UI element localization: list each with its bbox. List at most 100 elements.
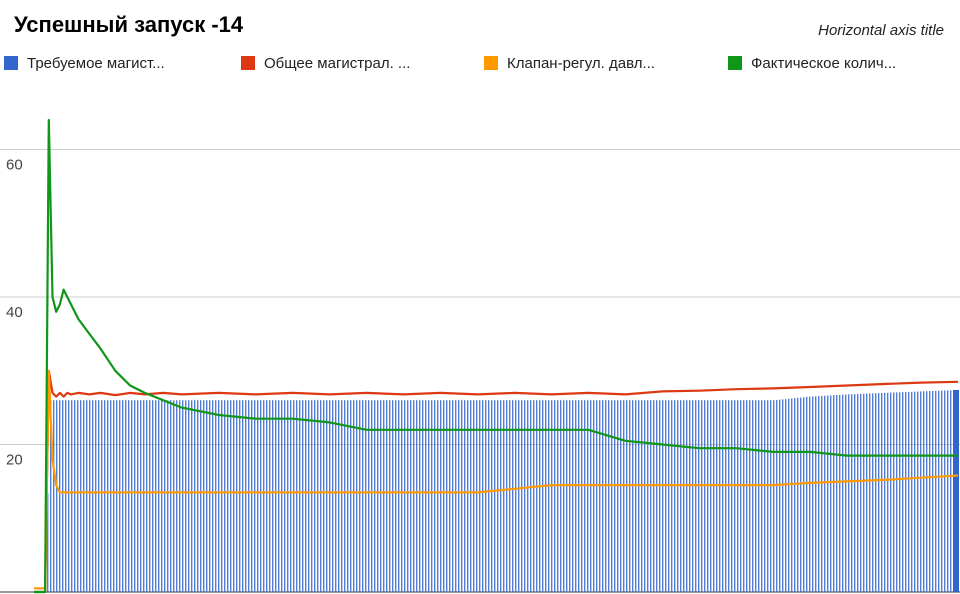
bar-series0-74 bbox=[269, 400, 271, 592]
bar-series0-35 bbox=[152, 400, 154, 592]
bar-series0-82 bbox=[293, 400, 295, 592]
bar-series0-293 bbox=[926, 391, 928, 592]
bar-series0-150 bbox=[497, 400, 499, 592]
bar-series0-230 bbox=[737, 400, 739, 592]
bar-series0-133 bbox=[446, 400, 448, 592]
bar-series0-45 bbox=[182, 400, 184, 592]
bar-series0-178 bbox=[581, 400, 583, 592]
legend-item-0[interactable]: Требуемое магист... bbox=[4, 52, 165, 74]
bar-series0-200 bbox=[647, 400, 649, 592]
bar-series0-110 bbox=[377, 400, 379, 592]
bar-series0-284 bbox=[899, 392, 901, 592]
bar-series0-290 bbox=[917, 391, 919, 592]
bar-series0-179 bbox=[584, 400, 586, 592]
bar-series0-123 bbox=[416, 400, 418, 592]
bar-series0-117 bbox=[398, 400, 400, 592]
bar-series0-9 bbox=[74, 400, 76, 592]
bar-series0-12 bbox=[83, 400, 85, 592]
bar-series0-84 bbox=[299, 400, 301, 592]
bar-series0-136 bbox=[455, 400, 457, 592]
bar-series0-41 bbox=[170, 400, 172, 592]
bar-series0-58 bbox=[221, 400, 223, 592]
bar-series0-265 bbox=[842, 394, 844, 592]
bar-series0-3 bbox=[56, 400, 58, 592]
bar-series0-134 bbox=[449, 400, 451, 592]
bar-series0-132 bbox=[443, 400, 445, 592]
bar-series0-160 bbox=[527, 400, 529, 592]
bar-series0-261 bbox=[830, 395, 832, 592]
series-bars bbox=[47, 389, 959, 592]
bar-series0-140 bbox=[467, 400, 469, 592]
bar-series0-269 bbox=[854, 394, 856, 592]
bar-series0-145 bbox=[482, 400, 484, 592]
legend-item-2[interactable]: Клапан-регул. давл... bbox=[484, 52, 655, 74]
bar-series0-190 bbox=[617, 400, 619, 592]
bar-series0-80 bbox=[287, 400, 289, 592]
bar-series0-251 bbox=[800, 397, 802, 592]
bar-series0-243 bbox=[776, 399, 778, 592]
bar-series0-89 bbox=[314, 400, 316, 592]
bar-series0-175 bbox=[572, 400, 574, 592]
bar-series0-286 bbox=[905, 392, 907, 592]
bar-series0-208 bbox=[671, 400, 673, 592]
bar-series0-13 bbox=[86, 400, 88, 592]
bar-series0-72 bbox=[263, 400, 265, 592]
bar-series0-164 bbox=[539, 400, 541, 592]
bar-series0-1 bbox=[50, 400, 52, 592]
legend-item-1[interactable]: Общее магистрал. ... bbox=[241, 52, 410, 74]
bar-series0-177 bbox=[578, 400, 580, 592]
bar-series0-241 bbox=[770, 400, 772, 592]
legend: Требуемое магист... Общее магистрал. ...… bbox=[0, 52, 960, 74]
bar-series0-42 bbox=[173, 400, 175, 592]
bar-series0-258 bbox=[821, 395, 823, 592]
bar-series0-240 bbox=[767, 400, 769, 592]
bar-series0-287 bbox=[908, 391, 910, 592]
bar-series0-26 bbox=[125, 400, 127, 592]
bar-series0-278 bbox=[881, 392, 883, 592]
bar-series0-204 bbox=[659, 400, 661, 592]
bar-series0-52 bbox=[203, 400, 205, 592]
bar-series0-51 bbox=[200, 400, 202, 592]
bar-series0-166 bbox=[545, 400, 547, 592]
bar-series0-29 bbox=[134, 400, 136, 592]
bar-series0-238 bbox=[761, 400, 763, 592]
bar-series0-217 bbox=[698, 400, 700, 592]
bar-series0-4 bbox=[59, 400, 61, 592]
bar-series0-154 bbox=[509, 400, 511, 592]
bar-series0-50 bbox=[197, 400, 199, 592]
bar-series0-282 bbox=[893, 392, 895, 592]
bar-series0-219 bbox=[704, 400, 706, 592]
bar-series0-161 bbox=[530, 400, 532, 592]
bar-series0-109 bbox=[374, 400, 376, 592]
bar-series0-255 bbox=[812, 396, 814, 592]
bar-series0-267 bbox=[848, 394, 850, 592]
bar-series0-291 bbox=[920, 391, 922, 592]
bar-series0-236 bbox=[755, 400, 757, 592]
y-tick-label-40: 40 bbox=[6, 304, 23, 321]
bar-series0-182 bbox=[593, 400, 595, 592]
bar-series0-93 bbox=[326, 400, 328, 592]
bar-series0-196 bbox=[635, 400, 637, 592]
bar-series0-252 bbox=[803, 397, 805, 592]
legend-item-3[interactable]: Фактическое колич... bbox=[728, 52, 896, 74]
bar-series0-254 bbox=[809, 396, 811, 592]
bar-series0-55 bbox=[212, 400, 214, 592]
bar-series0-65 bbox=[242, 400, 244, 592]
bar-series0-40 bbox=[167, 400, 169, 592]
bar-series0-195 bbox=[632, 400, 634, 592]
bar-series0-76 bbox=[275, 400, 277, 592]
bar-series0-281 bbox=[890, 392, 892, 592]
bar-series0-64 bbox=[239, 400, 241, 592]
bar-series0-207 bbox=[668, 400, 670, 592]
bar-series0-60 bbox=[227, 400, 229, 592]
bar-series0-271 bbox=[860, 393, 862, 592]
bar-series0-272 bbox=[863, 393, 865, 592]
bar-series0-33 bbox=[146, 400, 148, 592]
bar-series0-124 bbox=[419, 400, 421, 592]
bar-series0-300 bbox=[947, 390, 949, 592]
bar-series0-183 bbox=[596, 400, 598, 592]
bar-series0-212 bbox=[683, 400, 685, 592]
bar-series0-301 bbox=[950, 390, 952, 592]
bar-series0-11 bbox=[80, 400, 82, 592]
bar-series0-43 bbox=[176, 400, 178, 592]
